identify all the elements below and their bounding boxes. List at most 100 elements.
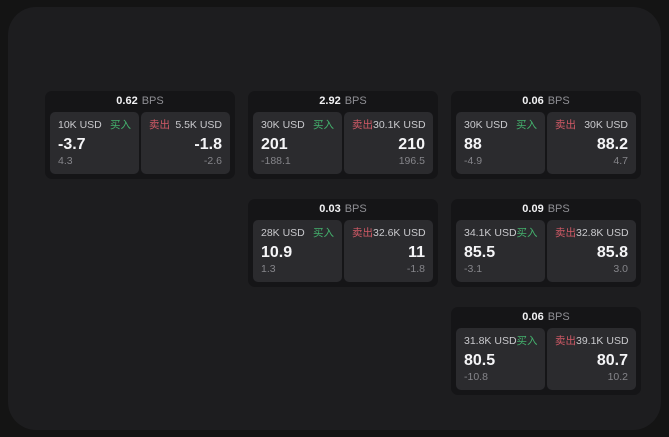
quote-card: 0.06 BPS 31.8K USD 买入 80.5 -10.8 卖出 39.1… [451,307,641,395]
quote-tiles: 30K USD 买入 201 -188.1 卖出 30.1K USD 210 1… [248,112,438,179]
sell-tile[interactable]: 卖出 32.6K USD 11 -1.8 [344,220,433,282]
buy-price: 88 [464,136,482,153]
bps-unit-label: BPS [547,203,570,215]
sell-amount: 5.5K USD [175,119,222,131]
buy-price: -3.7 [58,136,86,153]
buy-tile[interactable]: 30K USD 买入 88 -4.9 [456,112,545,174]
bps-unit-label: BPS [141,95,164,107]
buy-price: 85.5 [464,244,496,261]
buy-tile[interactable]: 10K USD 买入 -3.7 4.3 [50,112,139,174]
sell-amount: 32.8K USD [576,227,629,239]
sell-side-label: 卖出 [555,335,576,347]
sell-tile[interactable]: 卖出 39.1K USD 80.7 10.2 [547,328,636,390]
buy-tile-top: 10K USD 买入 [58,119,131,132]
sell-tile-top: 卖出 32.6K USD [352,227,426,240]
buy-amount: 10K USD [58,119,102,131]
sell-amount: 32.6K USD [373,227,426,239]
sell-delta: 4.7 [613,155,628,167]
buy-side-label: 买入 [313,227,334,239]
bps-header: 0.62 BPS [45,91,235,112]
buy-amount: 30K USD [261,119,305,131]
bps-header: 0.06 BPS [451,307,641,328]
bps-unit-label: BPS [547,95,570,107]
buy-delta: -4.9 [464,155,483,167]
sell-side-label: 卖出 [352,119,373,131]
buy-tile[interactable]: 28K USD 买入 10.9 1.3 [253,220,342,282]
quote-tiles: 10K USD 买入 -3.7 4.3 卖出 5.5K USD -1.8 -2.… [45,112,235,179]
buy-amount: 31.8K USD [464,335,517,347]
sell-amount: 39.1K USD [576,335,629,347]
bps-value: 0.06 [522,311,544,323]
buy-tile-top: 30K USD 买入 [464,119,537,132]
buy-delta: -3.1 [464,263,483,275]
bps-value: 0.62 [116,95,138,107]
buy-amount: 28K USD [261,227,305,239]
sell-side-label: 卖出 [555,119,576,131]
buy-delta: -10.8 [464,371,488,383]
buy-tile[interactable]: 31.8K USD 买入 80.5 -10.8 [456,328,545,390]
sell-tile-top: 卖出 5.5K USD [149,119,222,132]
sell-side-label: 卖出 [149,119,170,131]
quote-tiles: 28K USD 买入 10.9 1.3 卖出 32.6K USD 11 -1.8 [248,220,438,287]
sell-tile-top: 卖出 30.1K USD [352,119,426,132]
sell-side-label: 卖出 [352,227,373,239]
buy-tile-top: 28K USD 买入 [261,227,334,240]
sell-delta: 10.2 [607,371,628,383]
sell-tile[interactable]: 卖出 30K USD 88.2 4.7 [547,112,636,174]
buy-price: 201 [261,136,288,153]
bps-unit-label: BPS [547,311,570,323]
bps-header: 0.03 BPS [248,199,438,220]
sell-price: 210 [398,136,425,153]
sell-tile[interactable]: 卖出 32.8K USD 85.8 3.0 [547,220,636,282]
buy-side-label: 买入 [110,119,131,131]
buy-tile[interactable]: 34.1K USD 买入 85.5 -3.1 [456,220,545,282]
sell-tile-top: 卖出 39.1K USD [555,335,629,348]
sell-price: 11 [408,244,425,261]
bps-value: 0.06 [522,95,544,107]
bps-value: 0.03 [319,203,341,215]
sell-delta: -2.6 [203,155,222,167]
buy-side-label: 买入 [516,227,538,239]
quote-tiles: 30K USD 买入 88 -4.9 卖出 30K USD 88.2 4.7 [451,112,641,179]
quote-card: 0.06 BPS 30K USD 买入 88 -4.9 卖出 30K USD 8… [451,91,641,179]
bps-unit-label: BPS [344,203,367,215]
buy-amount: 30K USD [464,119,508,131]
buy-side-label: 买入 [516,119,537,131]
bps-header: 2.92 BPS [248,91,438,112]
buy-amount: 34.1K USD [464,227,517,239]
cards-grid: 0.62 BPS 10K USD 买入 -3.7 4.3 卖出 5.5K USD… [45,91,641,395]
bps-header: 0.09 BPS [451,199,641,220]
buy-tile-top: 30K USD 买入 [261,119,334,132]
sell-amount: 30.1K USD [373,119,426,131]
quote-card: 0.03 BPS 28K USD 买入 10.9 1.3 卖出 32.6K US… [248,199,438,287]
sell-price: 88.2 [596,136,628,153]
sell-delta: 3.0 [613,263,628,275]
bps-value: 2.92 [319,95,341,107]
buy-price: 80.5 [464,352,496,369]
bps-unit-label: BPS [344,95,367,107]
buy-delta: 4.3 [58,155,73,167]
bps-value: 0.09 [522,203,544,215]
buy-tile-top: 34.1K USD 买入 [464,227,538,240]
buy-price: 10.9 [261,244,293,261]
buy-tile-top: 31.8K USD 买入 [464,335,538,348]
sell-price: -1.8 [194,136,222,153]
buy-tile[interactable]: 30K USD 买入 201 -188.1 [253,112,342,174]
sell-delta: 196.5 [398,155,425,167]
sell-side-label: 卖出 [555,227,576,239]
buy-side-label: 买入 [516,335,538,347]
sell-price: 85.8 [596,244,628,261]
quote-card: 0.09 BPS 34.1K USD 买入 85.5 -3.1 卖出 32.8K… [451,199,641,287]
sell-amount: 30K USD [584,119,628,131]
sell-tile[interactable]: 卖出 30.1K USD 210 196.5 [344,112,433,174]
sell-price: 80.7 [596,352,628,369]
buy-delta: 1.3 [261,263,276,275]
quote-tiles: 31.8K USD 买入 80.5 -10.8 卖出 39.1K USD 80.… [451,328,641,395]
sell-tile[interactable]: 卖出 5.5K USD -1.8 -2.6 [141,112,230,174]
quote-card: 0.62 BPS 10K USD 买入 -3.7 4.3 卖出 5.5K USD… [45,91,235,179]
quote-tiles: 34.1K USD 买入 85.5 -3.1 卖出 32.8K USD 85.8… [451,220,641,287]
bps-header: 0.06 BPS [451,91,641,112]
sell-tile-top: 卖出 32.8K USD [555,227,629,240]
main-panel: 0.62 BPS 10K USD 买入 -3.7 4.3 卖出 5.5K USD… [8,7,661,430]
buy-side-label: 买入 [313,119,334,131]
